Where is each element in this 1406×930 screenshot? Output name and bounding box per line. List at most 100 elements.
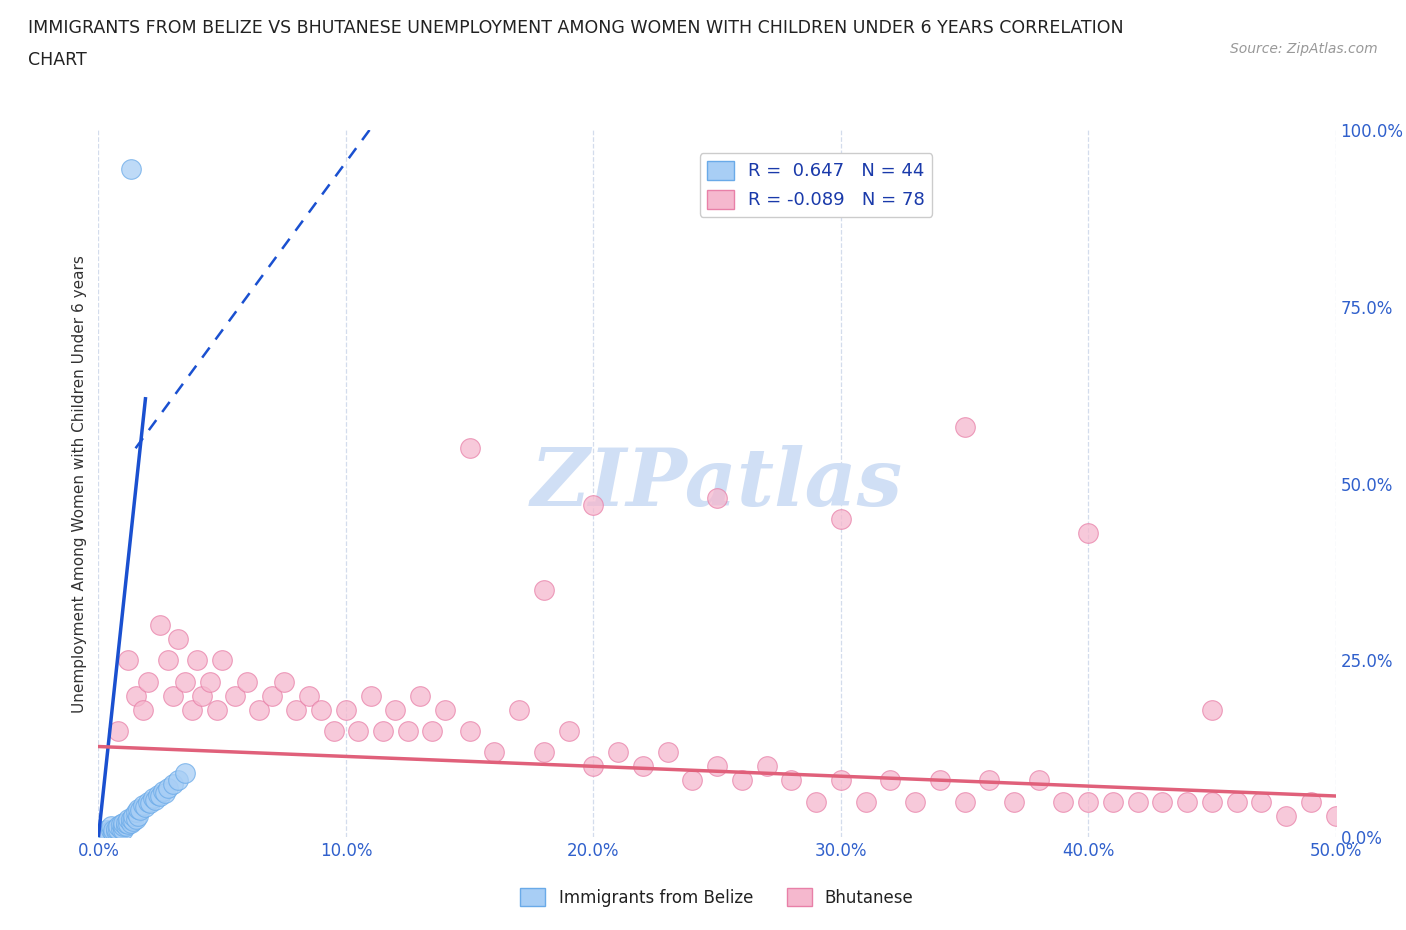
Point xyxy=(205,702,228,717)
Point xyxy=(706,490,728,505)
Point xyxy=(107,724,129,738)
Point xyxy=(136,794,159,809)
Point xyxy=(155,786,177,801)
Point xyxy=(236,674,259,689)
Point xyxy=(780,773,803,788)
Point xyxy=(979,773,1001,788)
Point xyxy=(1077,525,1099,540)
Point xyxy=(1324,808,1347,823)
Point xyxy=(191,688,214,703)
Point xyxy=(1126,794,1149,809)
Point xyxy=(1299,794,1322,809)
Point xyxy=(103,826,125,841)
Point xyxy=(322,724,344,738)
Point xyxy=(335,702,357,717)
Point xyxy=(120,812,142,827)
Point xyxy=(928,773,950,788)
Point xyxy=(360,688,382,703)
Point xyxy=(120,162,142,177)
Point xyxy=(1028,773,1050,788)
Point xyxy=(1152,794,1174,809)
Point xyxy=(139,796,162,811)
Point xyxy=(166,631,188,646)
Point xyxy=(117,812,139,827)
Point xyxy=(112,819,135,834)
Point xyxy=(127,802,149,817)
Point xyxy=(371,724,394,738)
Point xyxy=(117,817,139,831)
Point xyxy=(114,816,136,830)
Point xyxy=(1226,794,1249,809)
Point xyxy=(484,745,506,760)
Point xyxy=(309,702,332,717)
Point xyxy=(112,816,135,830)
Point xyxy=(533,582,555,597)
Point xyxy=(152,784,174,799)
Point xyxy=(162,777,184,791)
Point xyxy=(110,821,132,836)
Point xyxy=(904,794,927,809)
Point xyxy=(1102,794,1125,809)
Point xyxy=(181,702,204,717)
Point xyxy=(953,419,976,434)
Point xyxy=(1175,794,1198,809)
Point xyxy=(755,759,778,774)
Point xyxy=(132,702,155,717)
Point xyxy=(198,674,221,689)
Y-axis label: Unemployment Among Women with Children Under 6 years: Unemployment Among Women with Children U… xyxy=(72,255,87,712)
Point xyxy=(830,773,852,788)
Point xyxy=(94,822,117,837)
Point xyxy=(224,688,246,703)
Point xyxy=(162,688,184,703)
Point xyxy=(657,745,679,760)
Point xyxy=(110,817,132,831)
Point xyxy=(104,821,127,836)
Point xyxy=(136,674,159,689)
Point xyxy=(100,819,122,834)
Point xyxy=(607,745,630,760)
Point xyxy=(458,724,481,738)
Point xyxy=(149,789,172,804)
Point xyxy=(582,498,605,512)
Text: Source: ZipAtlas.com: Source: ZipAtlas.com xyxy=(1230,42,1378,56)
Point xyxy=(953,794,976,809)
Point xyxy=(1077,794,1099,809)
Point xyxy=(186,653,208,668)
Point xyxy=(114,819,136,834)
Point xyxy=(97,826,120,841)
Point xyxy=(706,759,728,774)
Point xyxy=(149,618,172,632)
Point xyxy=(117,653,139,668)
Point xyxy=(508,702,530,717)
Point xyxy=(557,724,579,738)
Text: IMMIGRANTS FROM BELIZE VS BHUTANESE UNEMPLOYMENT AMONG WOMEN WITH CHILDREN UNDER: IMMIGRANTS FROM BELIZE VS BHUTANESE UNEM… xyxy=(28,19,1123,36)
Point xyxy=(347,724,370,738)
Point xyxy=(1002,794,1025,809)
Point xyxy=(1201,794,1223,809)
Point xyxy=(129,803,152,817)
Point xyxy=(731,773,754,788)
Point xyxy=(631,759,654,774)
Point xyxy=(174,766,197,781)
Point xyxy=(112,822,135,837)
Point xyxy=(1052,794,1074,809)
Point xyxy=(211,653,233,668)
Point xyxy=(273,674,295,689)
Point xyxy=(146,787,169,802)
Point xyxy=(142,790,165,805)
Point xyxy=(433,702,456,717)
Point xyxy=(681,773,703,788)
Point xyxy=(166,773,188,788)
Point xyxy=(107,822,129,837)
Point xyxy=(247,702,270,717)
Point xyxy=(879,773,901,788)
Point xyxy=(298,688,321,703)
Point xyxy=(124,688,146,703)
Point xyxy=(422,724,444,738)
Point xyxy=(1250,794,1272,809)
Point xyxy=(107,819,129,834)
Point xyxy=(127,808,149,823)
Point xyxy=(124,812,146,827)
Point xyxy=(124,804,146,819)
Point xyxy=(409,688,432,703)
